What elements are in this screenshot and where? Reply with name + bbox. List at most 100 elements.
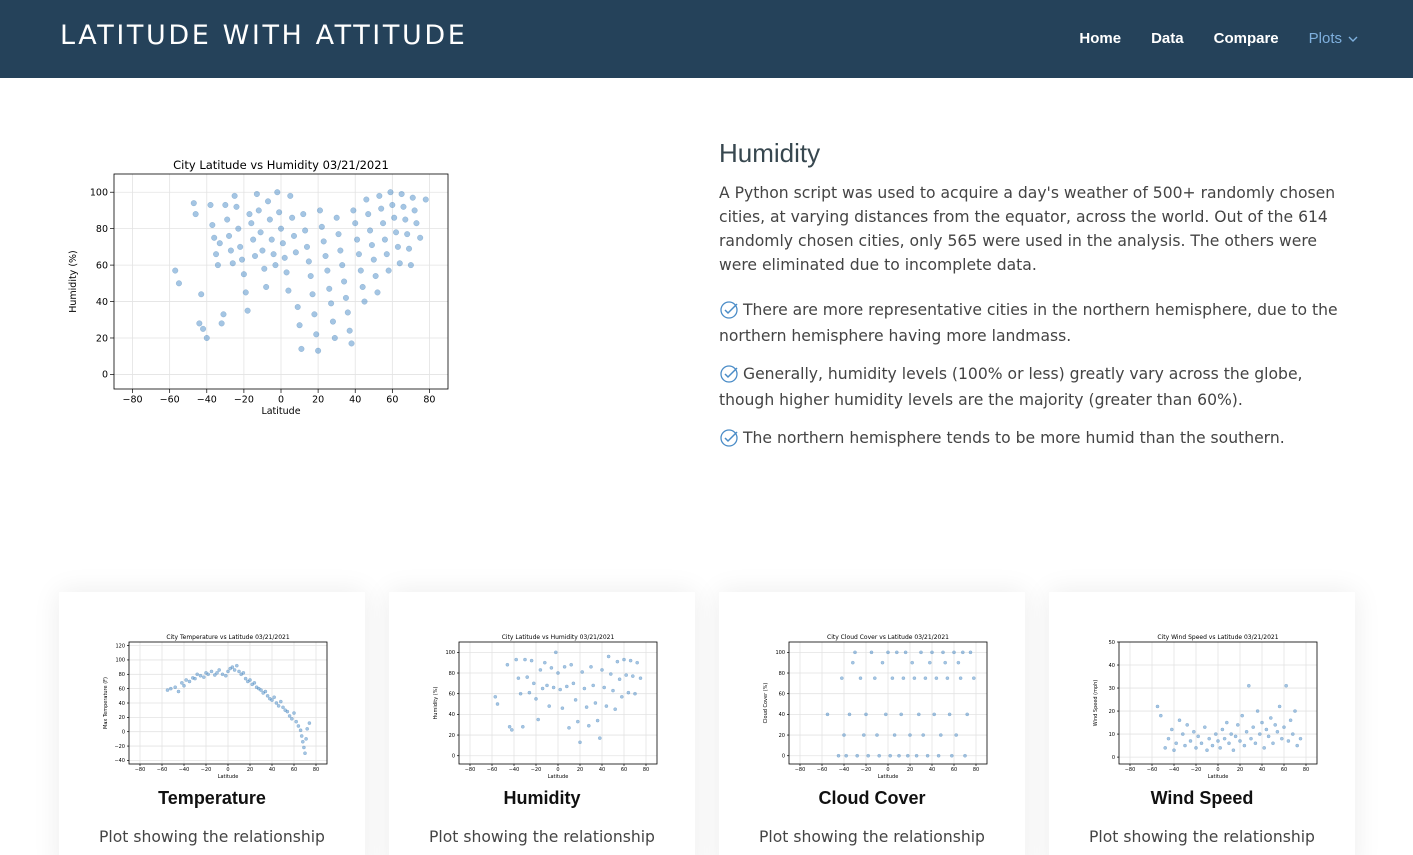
x-tick-label: 60: [291, 767, 297, 773]
data-point: [514, 657, 519, 662]
x-axis-label: Latitude: [878, 774, 899, 778]
data-point: [850, 660, 855, 665]
data-point: [272, 695, 277, 700]
data-point: [299, 734, 304, 738]
data-point: [872, 676, 877, 681]
data-point: [604, 704, 609, 708]
card-temperature[interactable]: City Temperature vs Latitude 03/21/2021 −…: [59, 592, 365, 855]
x-axis-label: Latitude: [261, 406, 300, 417]
data-point: [825, 712, 830, 717]
x-tick-label: −80: [795, 767, 806, 773]
x-tick-label: −20: [1191, 767, 1202, 773]
card-cloud-cover[interactable]: City Cloud Cover vs Latitude 03/21/2021 −…: [719, 592, 1025, 855]
data-point: [880, 660, 885, 665]
data-point: [1235, 723, 1240, 727]
data-point: [195, 672, 200, 677]
data-point: [1273, 723, 1278, 727]
data-point: [883, 712, 888, 717]
data-point: [341, 278, 348, 285]
data-point: [266, 216, 273, 223]
data-point: [407, 262, 414, 269]
data-point: [355, 251, 362, 258]
y-tick-label: 50: [1109, 640, 1115, 646]
data-point: [932, 712, 937, 717]
data-point: [1257, 732, 1262, 736]
data-point: [292, 711, 296, 715]
x-tick-label: 40: [1259, 767, 1265, 773]
data-point: [220, 672, 225, 677]
data-point: [899, 712, 904, 717]
data-point: [224, 216, 231, 223]
chart-title: City Cloud Cover vs Latitude 03/21/2021: [827, 634, 949, 641]
data-point: [411, 207, 418, 214]
data-point: [385, 267, 392, 274]
nav-plots-dropdown[interactable]: Plots: [1309, 30, 1358, 47]
x-tick-label: −60: [1147, 767, 1158, 773]
data-point: [214, 262, 221, 269]
data-point: [405, 245, 413, 252]
plot-frame: [458, 641, 658, 765]
data-point: [203, 334, 210, 342]
card-wind-speed[interactable]: City Wind Speed vs Latitude 03/21/2021 −8…: [1049, 592, 1355, 855]
data-point: [938, 733, 943, 737]
data-point: [965, 712, 970, 717]
data-point: [836, 753, 841, 758]
x-tick-label: 20: [247, 767, 253, 773]
data-point: [359, 283, 366, 291]
y-tick-label: 60: [449, 691, 455, 697]
data-point: [307, 721, 312, 725]
data-point: [223, 673, 228, 678]
data-point: [1194, 746, 1198, 750]
data-point: [1288, 718, 1293, 723]
data-point: [212, 673, 217, 677]
data-point: [402, 216, 409, 223]
humidity-main-chart: City Latitude vs Humidity 03/21/2021 −80 −…: [68, 158, 449, 417]
data-point: [855, 753, 860, 758]
data-point: [536, 717, 541, 722]
chevron-down-icon: [1348, 36, 1358, 42]
nav-home[interactable]: Home: [1079, 30, 1121, 47]
data-point: [233, 203, 240, 210]
y-tick-label: 20: [96, 333, 108, 344]
data-point: [1196, 734, 1201, 739]
data-point: [861, 733, 866, 737]
nav-data[interactable]: Data: [1151, 30, 1184, 47]
data-point: [246, 211, 253, 218]
x-tick-label: −40: [179, 767, 190, 773]
data-point: [582, 686, 587, 691]
data-point: [617, 677, 622, 682]
data-point: [560, 706, 565, 711]
data-point: [248, 220, 255, 227]
plot-frame: [788, 641, 988, 765]
data-point: [595, 718, 600, 723]
data-point: [869, 650, 874, 655]
data-point: [553, 650, 558, 655]
data-point: [567, 725, 571, 730]
data-point: [261, 265, 268, 272]
data-point: [225, 232, 233, 239]
data-point: [886, 650, 890, 655]
data-point: [580, 670, 585, 674]
y-tick-label: 0: [102, 370, 108, 381]
data-point: [231, 192, 238, 199]
data-point: [589, 664, 593, 669]
y-tick-label: 60: [779, 691, 785, 697]
data-point: [608, 672, 613, 676]
plot-frame: [113, 173, 449, 390]
site-brand[interactable]: LATITUDE WITH ATTITUDE: [60, 20, 468, 51]
x-tick-label: 0: [556, 767, 559, 773]
data-point: [374, 289, 381, 296]
data-point: [1231, 748, 1236, 753]
data-point: [365, 211, 372, 218]
data-point: [391, 214, 398, 221]
data-point: [300, 211, 307, 218]
data-point: [213, 251, 220, 258]
nav-compare[interactable]: Compare: [1214, 30, 1279, 47]
data-point: [296, 322, 303, 329]
data-point: [1213, 732, 1218, 736]
data-point: [1163, 746, 1168, 750]
humidity-thumbnail-chart: City Latitude vs Humidity 03/21/2021 −80 −…: [433, 634, 658, 778]
card-humidity[interactable]: City Latitude vs Humidity 03/21/2021 −80 −…: [389, 592, 695, 855]
data-point: [941, 650, 945, 655]
data-point: [196, 320, 203, 327]
